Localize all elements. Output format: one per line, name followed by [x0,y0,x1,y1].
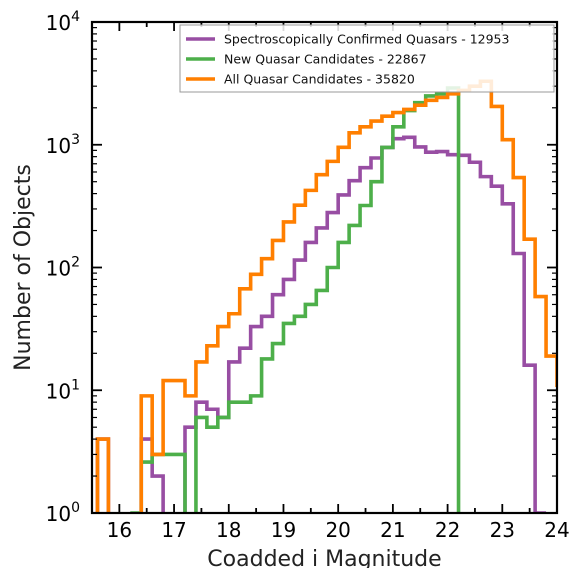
x-tick-label: 17 [161,518,186,542]
x-tick-label: 22 [435,518,460,542]
plot-series [95,79,557,513]
x-tick-label: 20 [325,518,350,542]
x-tick-label: 18 [216,518,241,542]
y-tick-label: 102 [46,255,80,281]
x-axis-label: Coadded i Magnitude [207,547,441,568]
legend-entries: Spectroscopically Confirmed Quasars - 12… [186,32,509,87]
legend-box [179,24,555,93]
series-line-2 [130,86,461,513]
x-tick-label: 16 [107,518,132,542]
series-line-3 [95,79,557,513]
axis-tick-labels: 16 17 18 19 20 21 22 23 24 100 101 102 103 104 [46,9,570,542]
x-tick-label: 23 [490,518,515,542]
legend-label-2: New Quasar Candidates - 22867 [224,52,427,67]
y-axis-label: Number of Objects [11,164,36,371]
x-tick-label: 21 [380,518,405,542]
y-tick-label: 100 [46,500,80,526]
x-tick-label: 24 [544,518,569,542]
series-line-1 [95,135,547,513]
legend-label-1: Spectroscopically Confirmed Quasars - 12… [224,32,509,47]
y-tick-label: 103 [46,132,80,158]
x-tick-label: 19 [271,518,296,542]
y-tick-label: 104 [46,9,80,35]
legend-label-3: All Quasar Candidates - 35820 [224,72,415,87]
legend: Spectroscopically Confirmed Quasars - 12… [179,24,555,93]
y-tick-label: 101 [46,377,80,403]
